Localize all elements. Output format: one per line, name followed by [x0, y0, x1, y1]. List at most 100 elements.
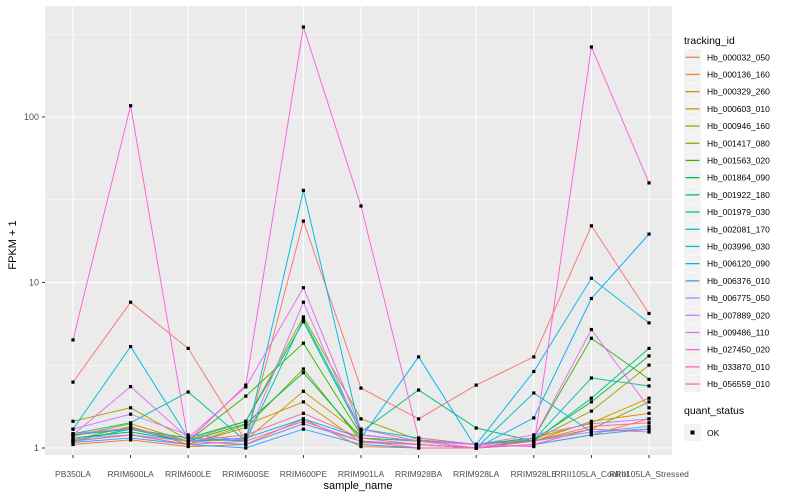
data-point: [244, 439, 248, 443]
data-point: [417, 417, 421, 421]
data-point: [186, 445, 190, 449]
data-point: [647, 417, 651, 421]
data-point: [301, 411, 305, 415]
data-point: [359, 439, 363, 443]
legend-label-Hb_009486_110: Hb_009486_110: [707, 328, 770, 338]
data-point: [301, 389, 305, 393]
legend-label-Hb_027450_020: Hb_027450_020: [707, 345, 770, 355]
data-point: [71, 380, 75, 384]
data-point: [129, 345, 133, 349]
legend-label-Hb_001922_180: Hb_001922_180: [707, 190, 770, 200]
data-point: [589, 296, 593, 301]
data-point: [647, 321, 651, 325]
data-point: [244, 419, 248, 423]
data-point: [589, 400, 593, 404]
data-point: [647, 411, 651, 415]
data-point: [359, 430, 363, 434]
data-point: [417, 442, 421, 447]
data-point: [186, 436, 190, 440]
x-tick-label-RRII105LA_Stressed: RRII105LA_Stressed: [609, 469, 689, 479]
data-point: [647, 427, 651, 431]
data-point: [474, 442, 478, 447]
x-tick-label-RRIM928LE: RRIM928LE: [511, 469, 558, 479]
data-point: [647, 346, 651, 350]
data-point: [301, 320, 305, 324]
legend-label-Hb_056559_010: Hb_056559_010: [707, 379, 770, 389]
data-point: [532, 439, 536, 443]
legend-label-Hb_006376_010: Hb_006376_010: [707, 276, 770, 286]
legend-label-Hb_003996_030: Hb_003996_030: [707, 242, 770, 252]
data-point: [474, 426, 478, 430]
data-point: [301, 25, 305, 29]
legend-label-Hb_006775_050: Hb_006775_050: [707, 293, 770, 303]
legend-label-Hb_001864_090: Hb_001864_090: [707, 173, 770, 183]
data-point: [359, 204, 363, 208]
x-axis-title: sample_name: [323, 480, 392, 492]
data-point: [129, 412, 133, 416]
data-point: [647, 377, 651, 381]
legend-label-Hb_007889_020: Hb_007889_020: [707, 310, 770, 320]
legend-label-Hb_001417_080: Hb_001417_080: [707, 138, 770, 148]
data-point: [589, 409, 593, 413]
x-axis-ticks: PB350LA RRIM600LA RRIM600LE RRIM600SE RRIM60…: [55, 455, 689, 479]
data-point: [244, 383, 248, 387]
data-point: [359, 436, 363, 440]
data-point: [71, 432, 75, 436]
data-point: [647, 396, 651, 400]
data-point: [244, 446, 248, 450]
data-point: [359, 427, 363, 431]
data-point: [359, 442, 363, 447]
data-point: [647, 181, 651, 185]
data-point: [186, 346, 190, 350]
data-point: [589, 45, 593, 49]
data-point: [589, 376, 593, 380]
data-point: [359, 386, 363, 390]
data-point: [301, 367, 305, 371]
x-tick-label-RRIM600SE: RRIM600SE: [222, 469, 270, 479]
data-point: [301, 422, 305, 426]
legend-title-tracking-id: tracking_id: [684, 35, 735, 47]
data-point: [589, 430, 593, 434]
data-point: [301, 188, 305, 192]
ok-square-marker-icon: [690, 430, 695, 435]
x-tick-label-RRIM928BA: RRIM928BA: [395, 469, 443, 479]
data-point: [474, 446, 478, 450]
data-point: [589, 276, 593, 280]
data-point: [301, 317, 305, 321]
data-point: [647, 424, 651, 428]
data-point: [359, 445, 363, 449]
data-point: [301, 417, 305, 421]
x-tick-label-RRIM600LE: RRIM600LE: [165, 469, 212, 479]
legend-label-Hb_000603_010: Hb_000603_010: [707, 104, 770, 114]
data-point: [359, 433, 363, 437]
data-point: [647, 311, 651, 316]
data-point: [589, 433, 593, 437]
data-point: [244, 442, 248, 447]
data-point: [244, 425, 248, 430]
data-point: [244, 422, 248, 426]
data-point: [532, 369, 536, 374]
x-tick-label-RRIM600LA: RRIM600LA: [107, 469, 154, 479]
x-tick-label-RRIM901LA: RRIM901LA: [338, 469, 385, 479]
data-point: [417, 388, 421, 392]
legend-title-quant-status: quant_status: [684, 405, 744, 417]
data-point: [71, 436, 75, 440]
data-point: [186, 390, 190, 394]
data-point: [532, 416, 536, 420]
data-point: [301, 341, 305, 345]
x-tick-label-PB350LA: PB350LA: [55, 469, 91, 479]
legend-quant-ok-label: OK: [707, 428, 720, 438]
data-point: [301, 371, 305, 375]
data-point: [129, 426, 133, 430]
data-point: [71, 439, 75, 443]
data-point: [244, 385, 248, 389]
data-point: [589, 396, 593, 400]
data-point: [71, 419, 75, 423]
data-point: [301, 300, 305, 304]
data-point: [129, 438, 133, 442]
x-tick-label-RRII105LA_Control: RRII105LA_Control: [555, 469, 629, 479]
y-tick-label: 10: [29, 278, 39, 288]
data-point: [589, 424, 593, 428]
